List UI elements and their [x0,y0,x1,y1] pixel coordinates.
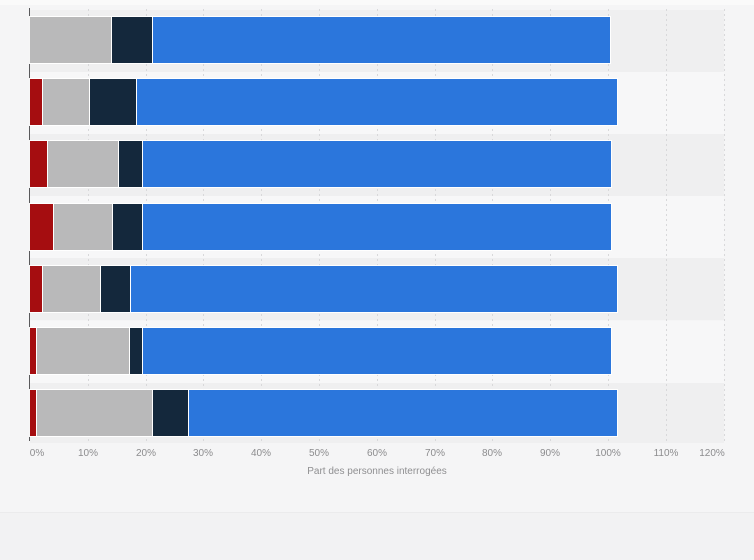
bar-segment-dark-navy [153,390,189,437]
bar-segment-dark-navy [111,17,153,63]
x-axis-tick-label: 70% [424,448,446,459]
bar-segment-blue [142,328,612,374]
bar-segment-dark-navy [101,265,131,312]
bar-segment-gray [36,328,130,374]
x-axis-tick-label: 0% [29,448,45,459]
bar-segment-dark-navy [130,328,142,374]
bar-row [30,390,617,437]
bar-row [30,79,617,126]
bar-segment-blue [189,390,617,437]
x-axis-tick-label: 50% [308,448,330,459]
y-axis-line [29,8,30,441]
x-axis-tick-label: 90% [539,448,561,459]
gridline [724,9,725,442]
stacked-bar-chart: 0% 10% 20% 30% 40% 50% 60% 70% 80% 90% 100% 110% 120… [29,8,725,477]
bar-segment-blue [131,265,617,312]
bar-segment-gray [54,203,112,250]
x-axis-tick-label: 10% [77,448,99,459]
bar-segment-gray [30,17,111,63]
bar-row [30,265,617,312]
bar-segment-dark-red [30,203,54,250]
bar-row [30,203,611,250]
bar-segment-dark-navy [112,203,142,250]
bar-segment-gray [42,79,89,126]
x-axis-title: Part des personnes interrogées [307,466,447,477]
x-axis-tick-label: 80% [481,448,503,459]
bar-segment-dark-red [30,141,48,188]
bar-segment-blue [153,17,610,63]
x-axis-tick-label: 120% [699,448,725,459]
bar-row [30,17,610,63]
x-axis-tick-label: 30% [192,448,214,459]
card-bottom-divider [0,512,754,513]
bar-segment-gray [48,141,118,188]
bar-segment-blue [142,203,611,250]
bar-segment-dark-red [30,390,36,437]
bar-segment-gray [42,265,101,312]
bar-segment-blue [136,79,617,126]
bar-row [30,328,612,374]
bar-segment-dark-red [30,265,42,312]
bar-row [30,141,611,188]
bar-segment-gray [36,390,153,437]
bar-segment-dark-navy [118,141,142,188]
card-top-edge [0,0,754,5]
x-axis-tick-label: 20% [135,448,157,459]
x-axis-tick-label: 60% [366,448,388,459]
bar-segment-blue [142,141,611,188]
x-axis-tick-label: 40% [250,448,272,459]
bar-segment-dark-red [30,79,42,126]
bar-segment-dark-red [30,328,36,374]
bar-segment-dark-navy [89,79,136,126]
gridline [666,9,667,442]
x-axis-tick-label: 110% [653,448,679,459]
x-axis-tick-label: 100% [595,448,621,459]
